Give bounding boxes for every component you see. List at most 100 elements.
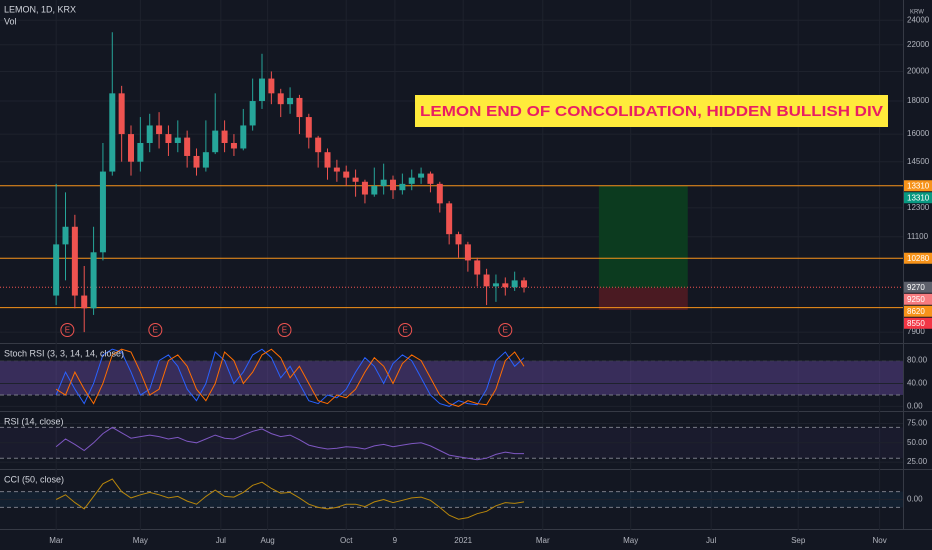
candle-body (128, 134, 135, 162)
candle-body (371, 185, 378, 195)
price-label: 13310 (907, 193, 930, 202)
candle-body (380, 179, 387, 186)
x-tick-label: Jul (216, 536, 226, 545)
candle-body (361, 181, 368, 195)
candle-body (81, 295, 88, 309)
candle-body (492, 283, 499, 287)
price-label-box (904, 305, 932, 317)
x-tick-label: Sep (791, 536, 806, 545)
candle-body (455, 234, 462, 245)
candle-body (212, 130, 219, 153)
candle-body (193, 155, 200, 168)
y-tick-label: 22000 (907, 40, 930, 49)
price-label-box (904, 192, 932, 204)
candle-body (71, 226, 78, 296)
indicator-line (55, 348, 525, 407)
y-tick-label: 16000 (907, 129, 930, 138)
candle-body (390, 179, 397, 191)
earnings-label: E (282, 326, 287, 335)
y-tick-label: 24000 (907, 15, 930, 24)
label-layer: Mar May Jul Aug Oct 9 2021 Mar May Jul Sep Nov 26000… (4, 0, 932, 545)
x-tick-label: Jul (706, 536, 716, 545)
annotation-box (415, 95, 888, 127)
candle-body (118, 93, 125, 135)
price-label-box (904, 180, 932, 192)
candle-body (221, 130, 228, 143)
candle-body (521, 280, 528, 288)
candle-body (315, 137, 322, 153)
candle-body (324, 152, 331, 168)
candle-body (240, 125, 247, 149)
x-tick-label: 2021 (454, 536, 472, 545)
candle-body (408, 177, 415, 184)
price-label: 8620 (907, 307, 925, 316)
grid-layer (0, 0, 932, 530)
profit-zone (598, 185, 688, 288)
x-tick-label: Mar (536, 536, 550, 545)
y-tick-label: 40.00 (907, 379, 928, 388)
candle-body (305, 117, 312, 138)
candle-body (502, 283, 509, 288)
y-tick-label: 0.00 (907, 402, 923, 411)
y-tick-label: 75.00 (907, 419, 928, 428)
volume-label: Vol (4, 16, 17, 26)
price-label: 9270 (907, 283, 925, 292)
annotation: LEMON END OF CONCOLIDATION, HIDDEN BULLI… (420, 103, 883, 120)
x-tick-label: Mar (49, 536, 63, 545)
indicator-line (55, 348, 525, 407)
unit-label: KRW (910, 10, 924, 16)
candle-body (202, 152, 209, 168)
candle-body (296, 97, 303, 118)
candle-body (174, 137, 181, 143)
y-tick-label: 11100 (907, 232, 929, 241)
candle-body (399, 183, 406, 191)
candle-body (146, 125, 153, 143)
candle-body (446, 203, 453, 235)
y-tick-label: 12300 (907, 203, 930, 212)
loss-zone (598, 287, 688, 310)
candle-body (137, 142, 144, 162)
candle-body (352, 177, 359, 182)
x-tick-label: Aug (261, 536, 275, 545)
mark-layer (0, 32, 903, 520)
candle-body (287, 97, 294, 105)
y-tick-label: 14500 (907, 157, 930, 166)
indicator-band (0, 360, 903, 395)
earnings-marker (60, 323, 75, 337)
pane-title: CCI (50, close) (4, 474, 64, 484)
candle-body (464, 244, 471, 261)
candle-body (230, 142, 237, 149)
price-label-box (904, 293, 932, 305)
x-tick-label: Nov (872, 536, 886, 545)
earnings-marker (398, 323, 413, 337)
candle-body (268, 78, 275, 94)
earnings-label: E (503, 326, 508, 335)
pane-title: Stoch RSI (3, 3, 14, 14, close) (4, 348, 124, 358)
candle-body (427, 173, 434, 184)
candle-body (165, 134, 172, 143)
price-label: 10280 (907, 254, 930, 263)
candle-body (259, 78, 266, 102)
y-tick-label: 26000 (907, 0, 930, 2)
candle-body (53, 244, 60, 296)
price-label-box (904, 317, 932, 329)
price-label: 13310 (907, 181, 930, 190)
price-label: 8550 (907, 319, 925, 328)
earnings-marker (148, 323, 163, 337)
y-tick-label: 0.00 (907, 495, 923, 504)
candle-body (436, 183, 443, 204)
x-tick-label: May (623, 536, 638, 545)
candle-body (99, 171, 106, 253)
pane-title: RSI (14, close) (4, 416, 64, 426)
x-tick-label: 9 (393, 536, 398, 545)
y-tick-label: 50.00 (907, 438, 928, 447)
y-tick-label: 25.00 (907, 457, 928, 466)
price-label: 9250 (907, 295, 925, 304)
price-label-box (904, 281, 932, 293)
candle-body (418, 173, 425, 178)
x-tick-label: May (133, 536, 148, 545)
candle-body (109, 93, 116, 172)
candle-body (511, 280, 518, 288)
